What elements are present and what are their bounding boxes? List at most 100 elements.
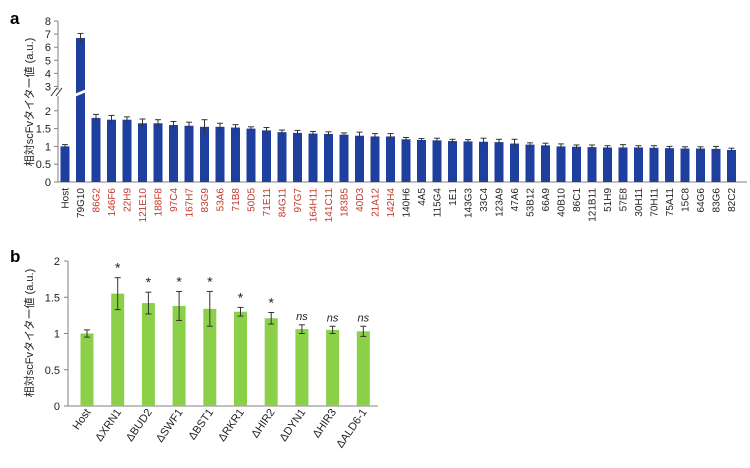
- panel-a-bar: [107, 119, 116, 182]
- panel-a-bar: [603, 147, 612, 182]
- panel-a-x-tick-label: 71E11: [262, 188, 273, 217]
- panel-a-x-tick-label: 123A9: [495, 188, 506, 217]
- panel-a-label: a: [10, 9, 20, 28]
- panel-a-bar: [246, 128, 256, 182]
- panel-b-y-tick-label: 0.5: [45, 365, 60, 377]
- panel-a-x-tick-label: 83G9: [200, 188, 211, 213]
- panel-b-x-tick-label: ΔHIR2: [249, 407, 277, 440]
- panel-a-bar: [324, 133, 333, 182]
- panel-a-y-tick-label: 1: [45, 141, 51, 153]
- panel-b-bar: [80, 333, 94, 406]
- panel-a-x-tick-label: 53A6: [216, 188, 227, 212]
- panel-a-bar: [91, 117, 101, 182]
- panel-a-y-tick-label: 6: [45, 42, 51, 54]
- panel-b-bar: [295, 329, 309, 406]
- panel-b-y-tick-label: 1.5: [45, 292, 60, 304]
- panel-a-bar: [525, 144, 535, 182]
- panel-a-x-tick-label: 21A12: [371, 188, 382, 217]
- panel-b-y-tick-label: 0: [54, 401, 60, 413]
- panel-a-x-tick-label: 4A5: [417, 188, 428, 206]
- panel-b-bar: [356, 331, 370, 406]
- panel-b-x-tick-label: ΔXRN1: [93, 407, 124, 444]
- panel-a-x-tick-label: 70H11: [650, 188, 661, 217]
- panel-a-x-tick-label: 140H6: [402, 188, 413, 218]
- panel-a-axis-break-mark: [50, 87, 58, 97]
- panel-b-x-tick-label: Host: [71, 407, 94, 432]
- panel-a-x-tick-label: 40B10: [557, 188, 568, 217]
- panel-a-x-tick-label: 84G11: [278, 188, 289, 218]
- panel-a-x-tick-label: 188F8: [154, 188, 165, 217]
- panel-a-x-tick-label: 33C4: [479, 188, 490, 212]
- panel-a-bar: [727, 149, 736, 182]
- panel-a-x-tick-label: Host: [61, 188, 72, 209]
- panel-b-significance-label: *: [268, 294, 274, 310]
- panel-a-x-tick-label: 86C1: [572, 188, 583, 212]
- panel-b-bar: [264, 318, 278, 406]
- panel-a-x-tick-label: 15C8: [681, 188, 692, 212]
- panel-a-x-tick-label: 30H11: [634, 188, 645, 217]
- panel-a-x-tick-label: 146F6: [107, 188, 118, 217]
- panel-a-y-tick-label: 2: [45, 106, 51, 118]
- panel-b-chart: 0 0.5 1 1.5 2 相対scFvタイター値 (a.u.) Host * ΔXRN1 * ΔB…: [22, 256, 378, 450]
- panel-a-bar: [587, 147, 597, 182]
- panel-a-bar: [339, 134, 349, 182]
- panel-a-bar: [618, 147, 628, 182]
- panel-b-x-tick-label: ΔSWF1: [154, 407, 186, 445]
- panel-a-bar: [370, 136, 380, 182]
- panel-a-x-tick-label: 97G7: [293, 188, 304, 213]
- panel-a-bar: [293, 132, 302, 182]
- panel-a-x-tick-label: 142H4: [386, 188, 397, 218]
- panel-a-bar: [634, 147, 643, 182]
- panel-a-bar: [262, 130, 271, 182]
- panel-a-bar: [417, 139, 426, 182]
- panel-a-y-tick-label: 5: [45, 55, 51, 67]
- panel-a-x-tick-label: 167H7: [185, 188, 196, 218]
- panel-a-x-tick-label: 115G4: [433, 188, 444, 218]
- panel-a-bar: [448, 141, 457, 182]
- panel-a-x-tick-label: 79G10: [76, 188, 87, 218]
- panel-a-x-tick-label: 40D3: [355, 188, 366, 212]
- panel-a-bar: [215, 126, 225, 182]
- panel-b-x-tick-label: ΔBUD2: [124, 407, 155, 444]
- panel-a-x-tick-label: 51H9: [603, 188, 614, 212]
- panel-a-x-tick-label: 50D5: [247, 188, 258, 212]
- panel-b-bar: [234, 311, 247, 406]
- panel-a-x-tick-label: 75A11: [665, 188, 676, 217]
- panel-a-y-axis-label: 相対scFvタイター値 (a.u.): [22, 38, 36, 167]
- panel-b-significance-label: *: [238, 289, 244, 305]
- panel-a-bar: [355, 135, 364, 182]
- panel-a-x-tick-label: 66A9: [541, 188, 552, 212]
- panel-b-x-tick-label: ΔHIR3: [311, 407, 339, 440]
- panel-a-bar: [665, 148, 674, 182]
- panel-b-x-tick-label: ΔALD6-1: [334, 407, 369, 450]
- panel-a-y-tick-label: 8: [45, 16, 51, 28]
- panel-a-x-tick-label: 121E10: [138, 188, 149, 223]
- panel-a-bar: [510, 143, 519, 182]
- panel-a-bar: [432, 140, 442, 182]
- panel-b-significance-label: *: [115, 260, 121, 276]
- panel-a-bar: [556, 146, 566, 182]
- panel-a-bar: [479, 141, 488, 182]
- panel-a-x-tick-label: 183B5: [340, 188, 351, 217]
- panel-b-significance-label: ns: [327, 312, 339, 324]
- panel-a-x-tick-label: 82C2: [727, 188, 738, 212]
- panel-a-y-tick-label: 3: [45, 81, 51, 93]
- panel-b-significance-label: *: [146, 274, 152, 290]
- panel-b-bar: [111, 293, 125, 406]
- panel-a-y-tick-label: 7: [45, 29, 51, 41]
- panel-a-x-tick-label: 141C11: [324, 188, 335, 223]
- panel-a-y-tick-label: 0.5: [36, 159, 51, 171]
- panel-a-bar: [696, 148, 705, 182]
- panel-a-x-tick-label: 71B8: [231, 188, 242, 212]
- panel-a-x-tick-label: 64G6: [696, 188, 707, 213]
- panel-a-bar: [463, 141, 473, 182]
- panel-b-x-tick-label: ΔRKR1: [216, 407, 247, 444]
- panel-b-x-tick-label: ΔDYN1: [277, 407, 308, 444]
- panel-a-y-tick-label: 4: [45, 68, 51, 80]
- panel-a-bar: [680, 148, 690, 182]
- panel-b-significance-label: ns: [296, 311, 308, 323]
- panel-a-y-tick-label: 0: [45, 177, 51, 189]
- panel-b-bar: [172, 305, 186, 406]
